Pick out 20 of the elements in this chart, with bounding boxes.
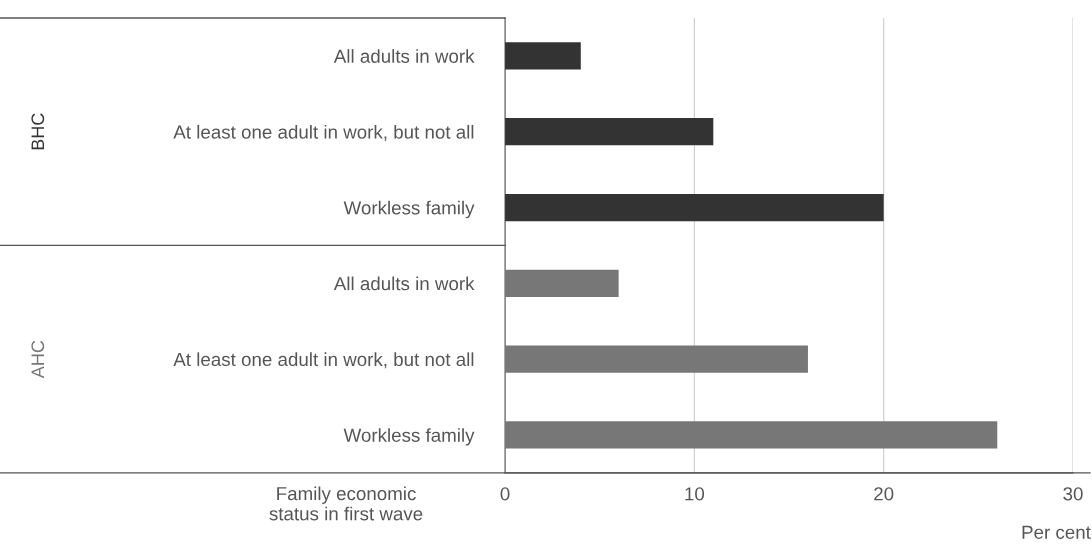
text: BHC <box>31 113 45 150</box>
y-tick-label: All adults in work <box>333 276 475 291</box>
x-tick-label: 0 <box>500 487 510 501</box>
x-tick-label: 20 <box>874 487 894 501</box>
bar <box>505 118 714 146</box>
bar <box>505 269 619 297</box>
y-tick-label: Workless family <box>343 428 475 446</box>
bar <box>505 421 998 449</box>
text: AHC <box>31 340 45 379</box>
bar <box>505 193 884 222</box>
y-tick-label: All adults in work <box>333 49 475 63</box>
y-tick-label: Workless family <box>343 200 475 219</box>
bar <box>505 42 581 70</box>
y-axis-title: Family economic status in first wave <box>269 486 423 521</box>
bar <box>505 345 808 373</box>
x-axis-title: Per cent <box>1022 525 1091 539</box>
y-tick-label: At least one adult in work, but not all <box>173 352 474 369</box>
y-tick-label: At least one adult in work, but not all <box>173 124 474 141</box>
x-tick-label: 10 <box>685 487 705 501</box>
x-tick-label: 30 <box>1063 487 1083 501</box>
